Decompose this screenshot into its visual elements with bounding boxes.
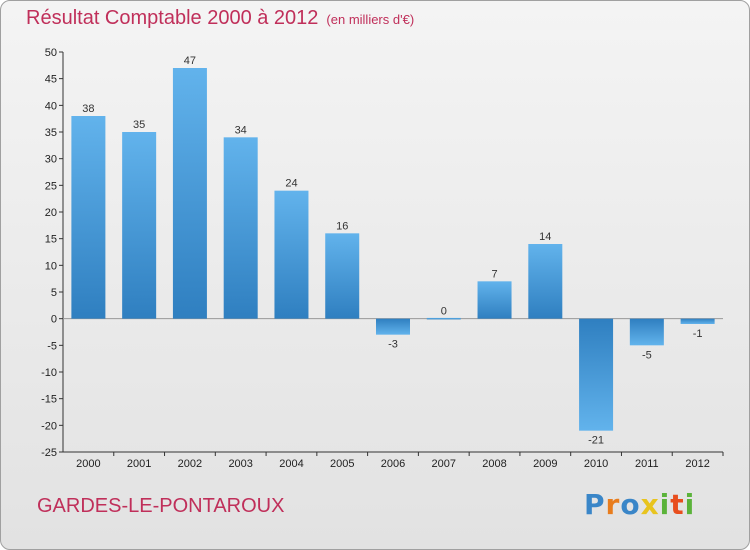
y-tick-label: 40 — [45, 100, 57, 112]
data-label-2001: 35 — [133, 119, 145, 131]
x-tick-label-2012: 2012 — [685, 458, 709, 470]
y-tick-label: 5 — [51, 287, 57, 299]
y-tick-label: -25 — [41, 447, 57, 459]
bar-2007 — [426, 317, 461, 320]
data-label-2011: -5 — [642, 349, 652, 361]
x-tick-label-2002: 2002 — [178, 458, 202, 470]
data-label-2012: -1 — [693, 328, 703, 340]
logo-letter: P — [584, 488, 606, 521]
y-tick-label: -20 — [41, 420, 57, 432]
x-tick-label-2006: 2006 — [381, 458, 405, 470]
bar-2006 — [376, 318, 410, 335]
title-row: Résultat Comptable 2000 à 2012 (en millie… — [26, 7, 414, 30]
bar-2000 — [71, 116, 106, 319]
bar-2002 — [172, 68, 207, 319]
y-tick-label: 50 — [45, 47, 57, 59]
data-label-2010: -21 — [588, 435, 604, 447]
y-tick-label: 15 — [45, 234, 57, 246]
bar-2012 — [680, 318, 715, 324]
data-label-2008: 7 — [491, 268, 497, 280]
data-label-2009: 14 — [539, 231, 551, 243]
logo-letter: o — [620, 488, 641, 521]
proxiti-logo-icon[interactable]: Proxiti — [584, 488, 695, 521]
data-label-2000: 38 — [82, 103, 94, 115]
bar-2008 — [477, 281, 512, 319]
chart-subtitle: (en milliers d'€) — [326, 12, 415, 27]
bar-2011 — [629, 318, 664, 346]
x-tick-label-2010: 2010 — [584, 458, 608, 470]
x-tick-label-2007: 2007 — [432, 458, 456, 470]
data-label-2004: 24 — [285, 178, 297, 190]
x-tick-label-2004: 2004 — [279, 458, 303, 470]
commune-name: GARDES-LE-PONTAROUX — [37, 495, 285, 517]
logo-letter: i — [684, 488, 696, 521]
y-tick-label: 30 — [45, 154, 57, 166]
y-tick-label: 45 — [45, 74, 57, 86]
data-label-2002: 47 — [184, 55, 196, 67]
bar-2009 — [528, 244, 563, 319]
y-tick-label: -10 — [41, 367, 57, 379]
x-tick-label-2000: 2000 — [76, 458, 100, 470]
y-tick-label: 10 — [45, 260, 57, 272]
x-tick-label-2003: 2003 — [228, 458, 252, 470]
bar-2001 — [122, 132, 157, 319]
y-tick-label: 25 — [45, 180, 57, 192]
y-tick-label: 35 — [45, 127, 57, 139]
bar-2010 — [579, 318, 614, 431]
data-label-2003: 34 — [235, 124, 247, 136]
chart-title: Résultat Comptable 2000 à 2012 — [26, 7, 319, 29]
data-label-2005: 16 — [336, 220, 348, 232]
x-tick-label-2011: 2011 — [635, 458, 659, 470]
data-label-2007: 0 — [441, 306, 447, 318]
logo-letter: t — [670, 488, 685, 521]
x-tick-label-2005: 2005 — [330, 458, 354, 470]
x-tick-label-2009: 2009 — [533, 458, 557, 470]
x-tick-label-2001: 2001 — [127, 458, 151, 470]
logo-letter: r — [605, 488, 621, 521]
bar-2003 — [223, 137, 258, 319]
logo-letter: i — [659, 488, 671, 521]
logo-letter: x — [640, 488, 660, 521]
y-tick-label: -15 — [41, 394, 57, 406]
bar-2005 — [325, 233, 360, 319]
y-tick-label: 0 — [51, 314, 57, 326]
y-tick-label: 20 — [45, 207, 57, 219]
x-tick-label-2008: 2008 — [482, 458, 506, 470]
y-tick-label: -5 — [47, 340, 57, 352]
data-label-2006: -3 — [388, 339, 398, 351]
bar-2004 — [274, 190, 309, 319]
